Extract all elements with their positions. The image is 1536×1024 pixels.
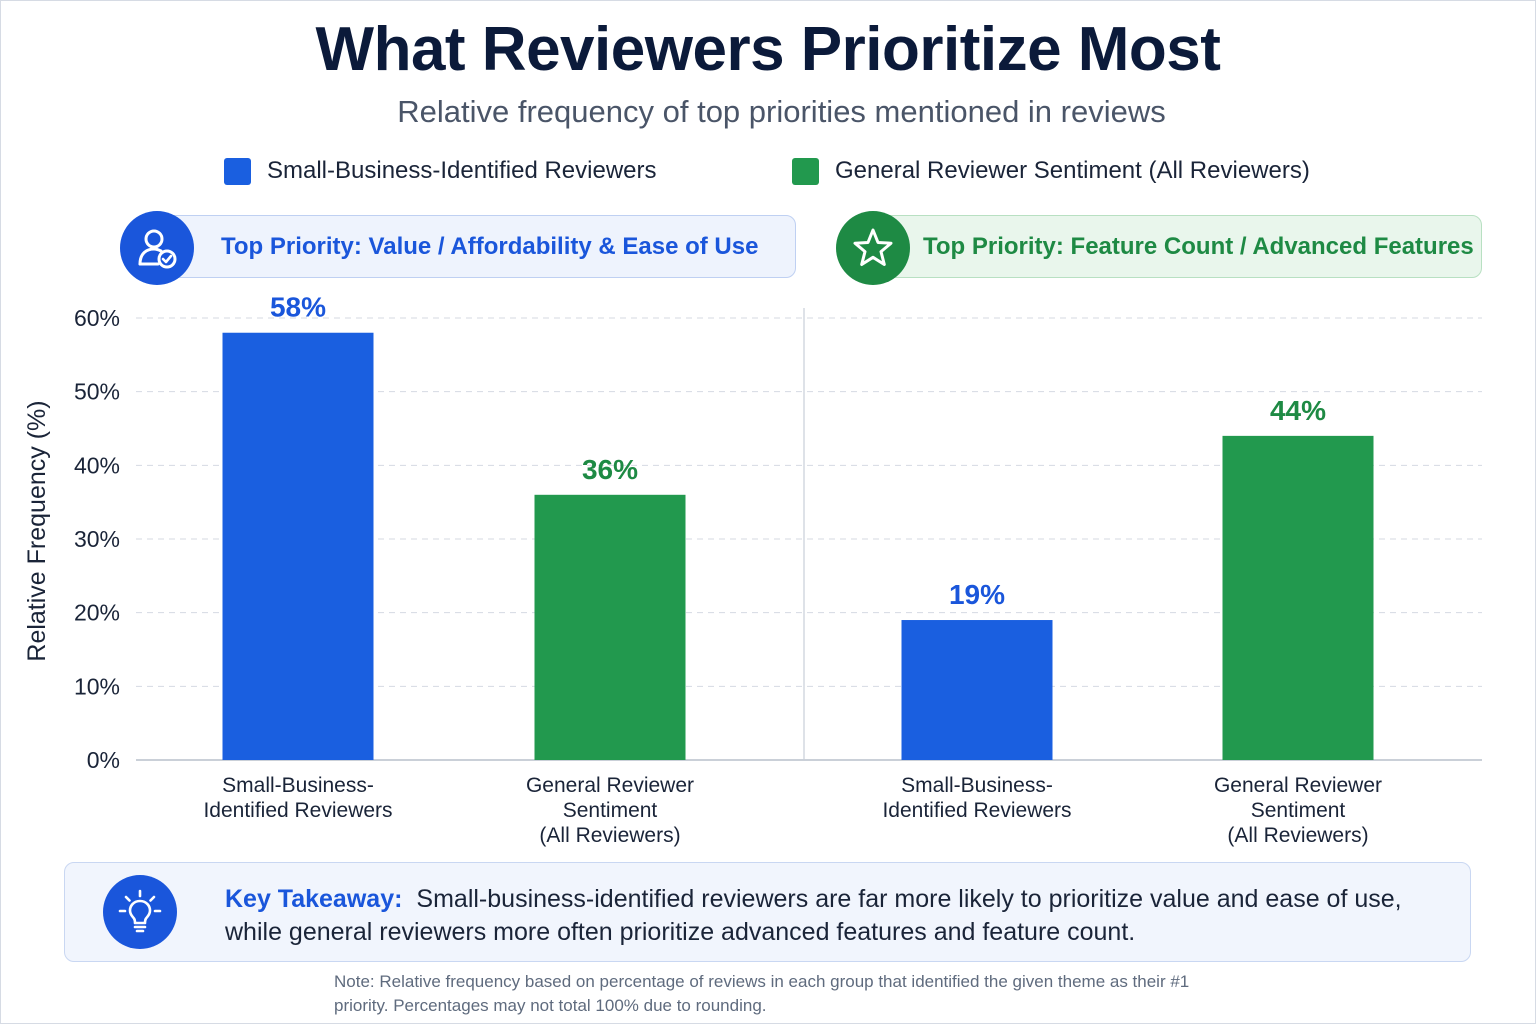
y-axis-label: Relative Frequency (%): [23, 400, 51, 661]
takeaway-label: Key Takeaway:: [225, 885, 403, 913]
bar: [1222, 435, 1374, 760]
star-icon: [836, 211, 910, 285]
data-label: 44%: [1270, 395, 1326, 426]
takeaway-body: Small-business-identified reviewers are …: [225, 885, 1402, 946]
data-label: 58%: [270, 292, 326, 323]
x-tick-label: Identified Reviewers: [882, 799, 1071, 822]
legend-swatch-blue: [224, 157, 251, 185]
legend-swatch-green: [792, 157, 819, 185]
bar: [534, 494, 686, 760]
chart-subtitle: Relative frequency of top priorities men…: [397, 94, 1166, 129]
takeaway-text: Key Takeaway: Small-business-identified r…: [225, 883, 1425, 949]
x-tick-label: Sentiment: [1251, 799, 1346, 822]
panel-heading-text: Top Priority: Value / Affordability & Ea…: [221, 232, 759, 260]
panel-heading-features: Top Priority: Feature Count / Advanced F…: [866, 215, 1482, 278]
y-tick-label: 10%: [74, 673, 120, 699]
x-tick-label: General Reviewer: [1214, 774, 1382, 797]
user-check-icon: [120, 211, 194, 285]
data-label: 19%: [949, 579, 1005, 610]
x-tick-label: (All Reviewers): [539, 824, 680, 847]
panel-heading-text: Top Priority: Feature Count / Advanced F…: [923, 232, 1474, 260]
lightbulb-icon: [103, 875, 177, 949]
x-tick-label: Identified Reviewers: [203, 799, 392, 822]
y-tick-label: 0%: [87, 747, 120, 773]
legend-item-small-business: Small-Business-Identified Reviewers: [224, 156, 656, 186]
key-takeaway-box: Key Takeaway: Small-business-identified r…: [64, 862, 1471, 962]
y-tick-label: 20%: [74, 600, 120, 626]
bar-chart: 0% 10% 20% 30% 40% 50% 60% Relative Frequency (…: [23, 292, 1482, 847]
footnote: Note: Relative frequency based on percen…: [334, 972, 1190, 1015]
y-tick-label: 60%: [74, 305, 120, 331]
y-tick-label: 30%: [74, 526, 120, 552]
chart-title: What Reviewers Prioritize Most: [315, 15, 1221, 84]
x-tick-label: Small-Business-: [901, 774, 1053, 797]
legend-label: General Reviewer Sentiment (All Reviewer…: [835, 157, 1310, 184]
legend-label: Small-Business-Identified Reviewers: [267, 157, 657, 184]
x-tick-label: Small-Business-: [222, 774, 374, 797]
x-tick-label: Sentiment: [563, 799, 658, 822]
y-tick-label: 50%: [74, 379, 120, 405]
panel-heading-value: Top Priority: Value / Affordability & Ea…: [148, 215, 796, 278]
y-tick-label: 40%: [74, 452, 120, 478]
data-label: 36%: [582, 454, 638, 485]
bar: [901, 620, 1053, 760]
bar: [222, 332, 374, 760]
x-tick-label: General Reviewer: [526, 774, 694, 797]
x-tick-label: (All Reviewers): [1227, 824, 1368, 847]
legend-item-general: General Reviewer Sentiment (All Reviewer…: [792, 156, 1310, 186]
